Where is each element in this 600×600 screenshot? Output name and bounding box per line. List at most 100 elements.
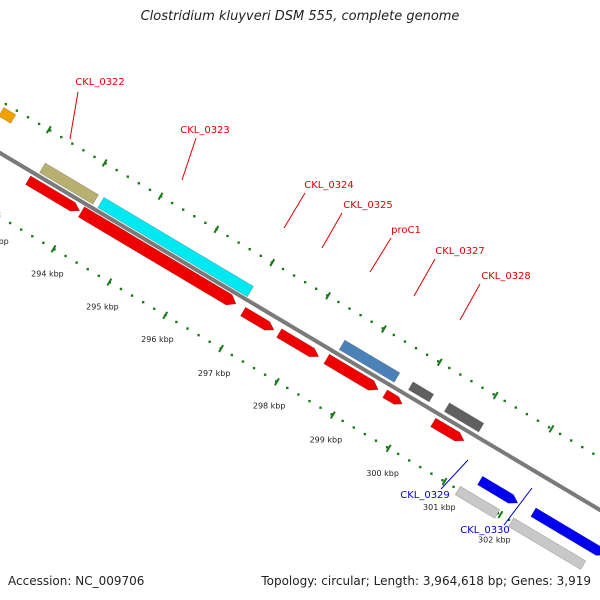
tick-dot (26, 116, 30, 119)
tick-dot (75, 261, 78, 264)
tick-dot (514, 406, 517, 409)
gene-feature (382, 389, 403, 405)
tick-dot (381, 327, 384, 330)
tick-dot (385, 446, 389, 449)
tick-dot (330, 413, 333, 416)
tick-dot (363, 432, 367, 436)
tick-dot (408, 459, 411, 462)
gene-label: CKL_0325 (343, 200, 393, 211)
tick-dot (97, 274, 101, 277)
tick-dot (452, 485, 455, 489)
gene-label-leader (369, 237, 392, 273)
tick-dot (204, 221, 207, 225)
kbp-tick-mark (101, 158, 108, 167)
tick-dot (259, 254, 263, 258)
tick-dot (403, 340, 407, 343)
tick-dot (441, 479, 444, 482)
accession-info: Accession: NC_009706 (8, 574, 144, 588)
tick-dot (115, 168, 118, 172)
tick-dot (319, 406, 322, 409)
kbp-tick-mark (162, 311, 169, 320)
tick-dot (425, 353, 429, 356)
tick-dot (31, 235, 34, 238)
tick-dot (263, 373, 267, 376)
tick-dot (448, 366, 451, 370)
tick-dot (370, 320, 373, 323)
scale-label: 296 kbp (141, 335, 174, 344)
scale-label: 297 kbp (198, 369, 231, 378)
gene-label-leader (69, 91, 79, 140)
kbp-tick-mark (157, 192, 164, 201)
genes-label: Genes: (510, 574, 553, 588)
tick-dot (348, 307, 351, 310)
tick-dot (308, 399, 311, 403)
gene-feature (338, 339, 401, 383)
kbp-tick-mark (381, 325, 387, 334)
gene-feature (25, 175, 81, 212)
tick-dot (525, 412, 529, 416)
tick-dot (230, 353, 234, 357)
topology-value: circular (321, 574, 366, 588)
gene-label-leader (181, 137, 197, 181)
tick-dot (186, 327, 189, 330)
tick-dot (37, 122, 41, 126)
gene-feature (530, 507, 600, 556)
tick-dot (252, 366, 256, 370)
gene-label: CKL_0328 (481, 271, 531, 282)
tick-dot (193, 215, 196, 218)
tick-dot (86, 267, 89, 271)
gene-label: CKL_0322 (75, 77, 125, 88)
gene-feature (97, 196, 254, 298)
length-value: 3,964,618 bp (422, 574, 503, 588)
tick-dot (93, 155, 96, 159)
kbp-tick-mark (436, 358, 443, 367)
accession-value: NC_009706 (75, 574, 145, 588)
kbp-tick-mark (385, 444, 392, 453)
scale-label: 300 kbp (366, 469, 399, 478)
tick-dot (341, 419, 344, 423)
tick-dot (64, 254, 67, 258)
tick-dot (126, 175, 129, 178)
gene-label-leader (283, 192, 306, 229)
tick-dot (396, 452, 400, 456)
tick-dot (237, 241, 240, 244)
tick-dot (292, 274, 296, 277)
kbp-tick-mark (45, 125, 52, 134)
tick-dot (4, 102, 8, 106)
scale-label: 301 kbp (423, 503, 456, 512)
genome-backbone (0, 150, 600, 513)
tick-dot (286, 386, 289, 390)
tick-dot (436, 360, 440, 363)
tick-dot (226, 234, 229, 238)
tick-dot (392, 333, 396, 337)
tick-dot (20, 228, 23, 231)
tick-dot (42, 241, 45, 245)
gene-label: CKL_0327 (435, 246, 485, 257)
tick-dot (208, 340, 211, 343)
kbp-tick-mark (50, 244, 57, 253)
gene-label: CKL_0329 (400, 490, 450, 501)
tick-dot (352, 426, 355, 429)
gene-label: CKL_0330 (460, 525, 510, 536)
tick-dot (170, 201, 174, 205)
gene-feature (0, 107, 17, 124)
tick-dot (241, 360, 245, 363)
tick-dot (197, 333, 200, 337)
tick-dot (503, 399, 506, 403)
gene-label-leader (413, 258, 436, 297)
kbp-tick-mark (274, 377, 280, 386)
gene-feature (508, 517, 587, 570)
tick-dot (419, 465, 422, 469)
tick-dot (459, 373, 462, 376)
tick-dot (337, 300, 340, 304)
accession-label: Accession: (8, 574, 72, 588)
gene-feature (454, 485, 501, 519)
kbp-tick-mark (329, 411, 336, 419)
gene-label: proC1 (391, 225, 421, 236)
tick-dot (558, 432, 562, 436)
tick-dot (71, 142, 74, 145)
tick-dot (547, 426, 551, 429)
tick-dot (297, 393, 300, 396)
kbp-tick-mark (497, 510, 504, 519)
